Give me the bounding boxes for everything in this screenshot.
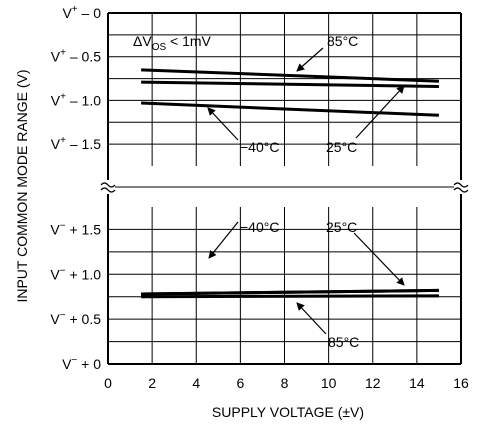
series-lines	[141, 68, 439, 299]
y-tick-label: V+ – 1.5	[51, 135, 101, 152]
condition-subscript: OS	[152, 42, 167, 53]
series-upper-40-C	[141, 101, 439, 117]
plot-frame	[100, 12, 469, 365]
x-tick-label: 4	[192, 375, 200, 391]
series-upper-85-C	[141, 68, 439, 83]
axis-break-right	[453, 180, 469, 194]
x-tick-label: 12	[365, 375, 381, 391]
arrow-lower-minus40c	[208, 221, 239, 259]
y-tick-label: V+ – 0.5	[51, 48, 101, 65]
condition-delta: ΔV	[133, 33, 152, 49]
lower-85c-label: 85°C	[328, 334, 359, 350]
arrow-upper-85c	[296, 47, 324, 72]
x-tick-label: 2	[148, 375, 156, 391]
lower-25c-label: 25°C	[326, 219, 357, 235]
lower-minus40c-label: −40°C	[240, 219, 279, 235]
y-tick-label: V− + 1.0	[50, 265, 101, 282]
y-tick-label: V− + 0	[62, 355, 101, 372]
tick-labels: 0 2 4 6 8 10 12 14 16 V+ – 0 V+ – 0.5 V+ – 1.0 V+ – …	[50, 4, 469, 391]
y-tick-label: V− + 1.5	[50, 220, 101, 237]
x-tick-label: 8	[281, 375, 289, 391]
arrow-upper-minus40c	[207, 107, 239, 141]
y-tick-label: V+ – 1.0	[51, 91, 101, 108]
y-axis-title: INPUT COMMON MODE RANGE (V)	[14, 69, 30, 302]
arrow-lower-85c	[296, 302, 327, 335]
series-upper-25-C	[141, 80, 439, 88]
y-tick-label: V− + 0.5	[50, 310, 101, 327]
x-tick-label: 10	[321, 375, 337, 391]
x-tick-label: 0	[104, 375, 112, 391]
annotation-arrows	[207, 47, 405, 335]
grid	[108, 13, 461, 364]
condition-rest: < 1mV	[166, 33, 211, 49]
upper-85c-label: 85°C	[327, 33, 358, 49]
series-lower-85-C	[141, 294, 439, 299]
upper-25c-label: 25°C	[326, 139, 357, 155]
arrow-lower-25c	[353, 232, 405, 286]
arrow-upper-25c	[355, 85, 405, 139]
condition-label: ΔVOS < 1mV	[133, 33, 212, 53]
y-tick-label: V+ – 0	[62, 4, 101, 21]
x-tick-label: 6	[236, 375, 244, 391]
series-lower-25-C	[141, 288, 439, 296]
axis-break-left	[100, 180, 116, 194]
x-axis-title: SUPPLY VOLTAGE (±V)	[212, 404, 364, 420]
upper-minus40c-label: −40°C	[240, 139, 279, 155]
x-tick-label: 14	[409, 375, 425, 391]
x-tick-label: 16	[453, 375, 469, 391]
